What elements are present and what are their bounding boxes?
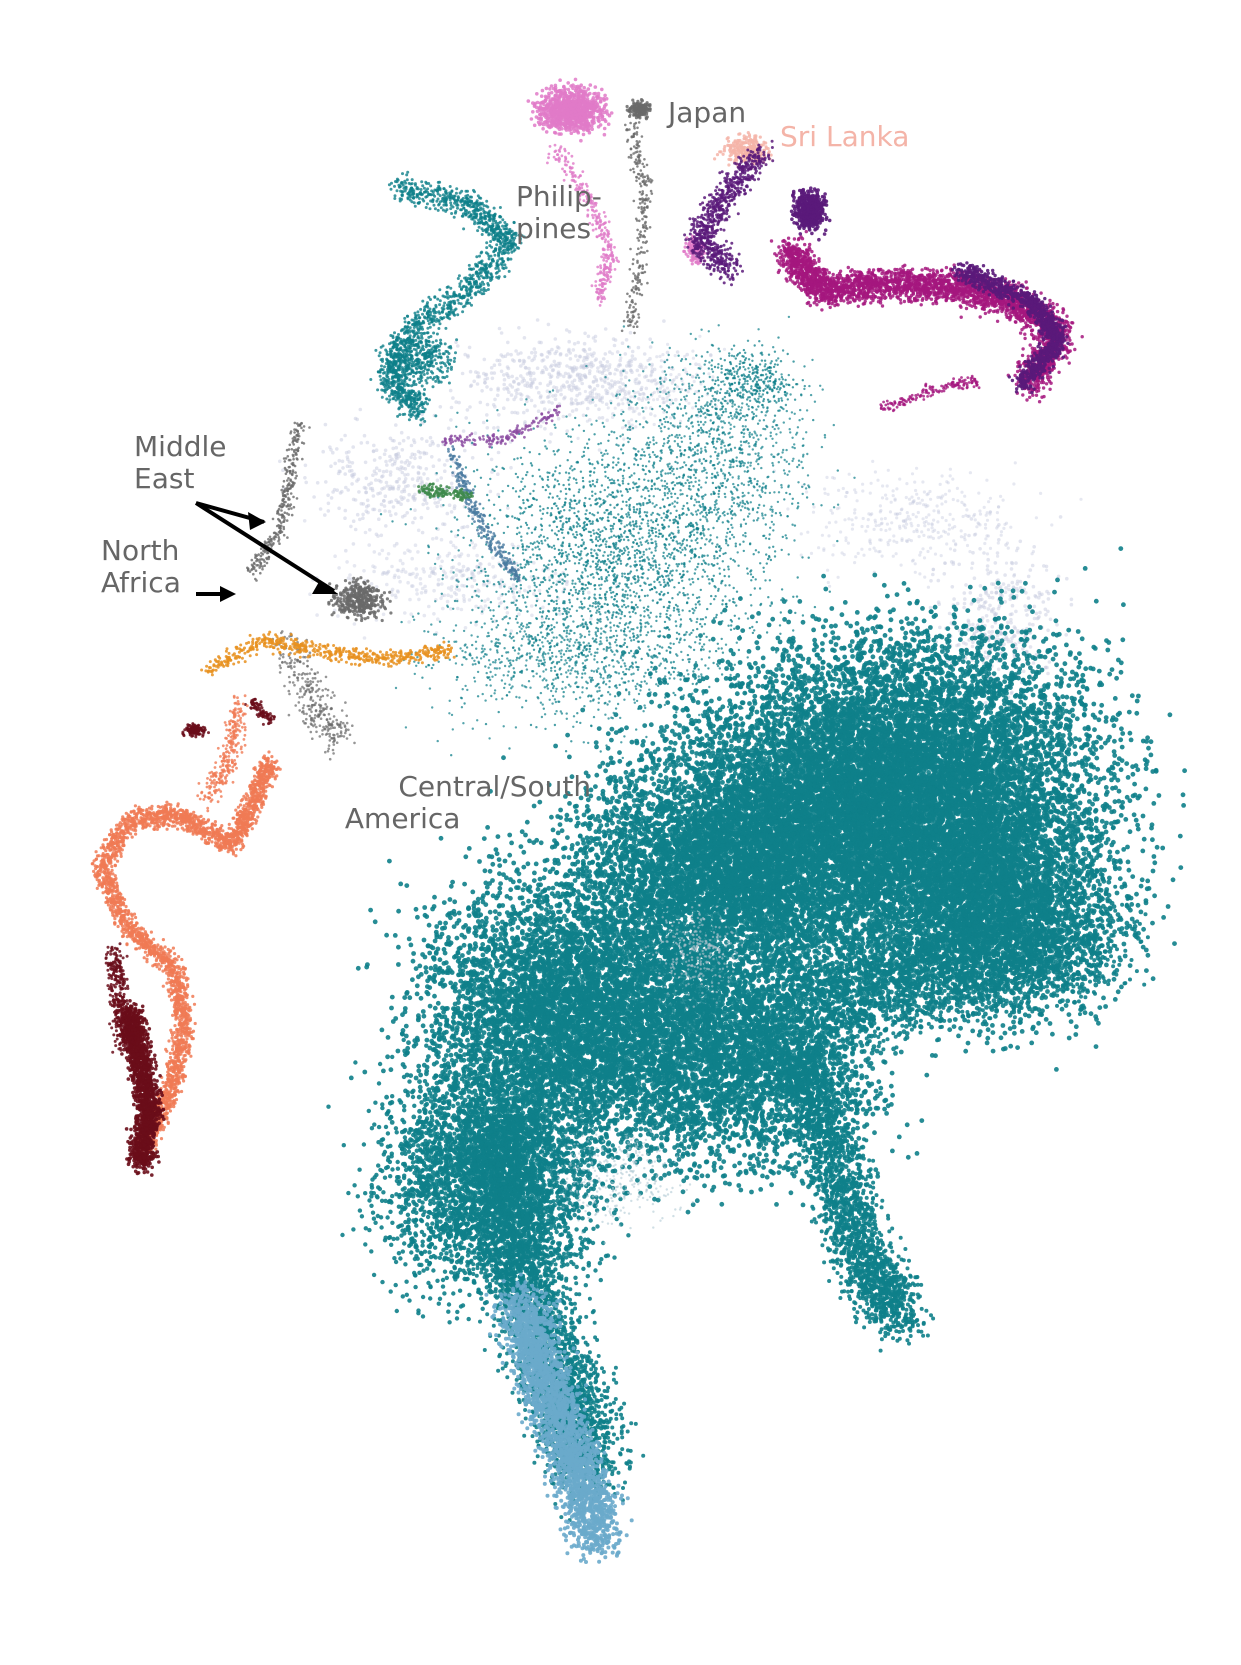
label-japan: Japan	[666, 96, 746, 129]
middle-east-arrow-upper-head	[248, 512, 266, 530]
label-middle-east: Middle East	[134, 430, 235, 495]
scatter-points	[91, 78, 1187, 1564]
north-africa-arrow-head	[220, 586, 236, 602]
middle-east-arrow-lower	[196, 503, 334, 591]
middle-east-arrow-lower-head	[312, 580, 338, 594]
label-north-africa: North Africa	[101, 534, 188, 599]
label-sri-lanka: Sri Lanka	[780, 120, 909, 153]
